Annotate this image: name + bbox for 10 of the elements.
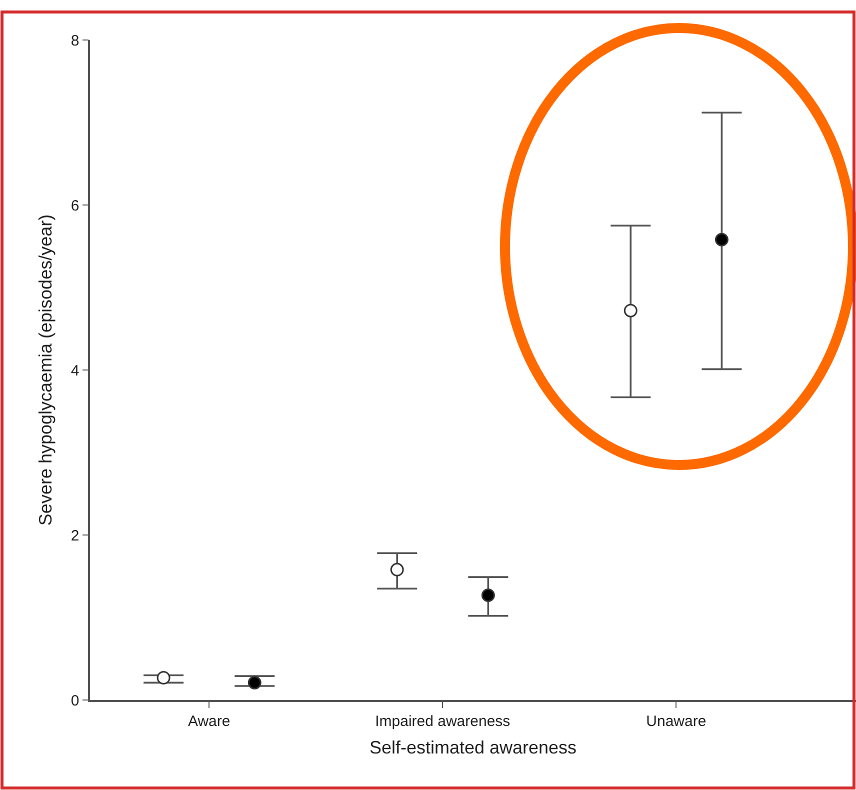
x-axis-title: Self-estimated awareness	[369, 737, 577, 758]
x-tick-label: Unaware	[646, 712, 706, 730]
y-tick-label: 8	[70, 32, 80, 50]
y-axis-title: Severe hypoglycaemia (episodes/year)	[36, 214, 56, 526]
y-tick-label: 4	[70, 362, 80, 380]
y-tick-label: 2	[70, 527, 80, 544]
x-tick-label: Aware	[188, 712, 230, 730]
x-tick-label: Impaired awareness	[375, 712, 510, 730]
y-tick-label: 0	[70, 692, 80, 710]
y-tick-label: 6	[70, 197, 80, 214]
